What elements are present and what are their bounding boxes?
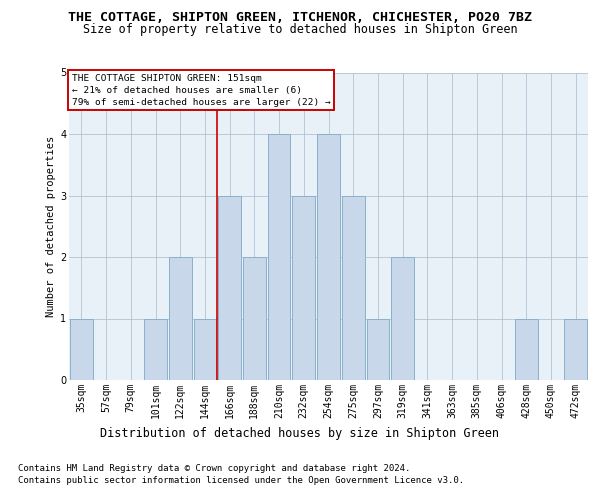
Text: Size of property relative to detached houses in Shipton Green: Size of property relative to detached ho…	[83, 23, 517, 36]
Bar	[70, 318, 93, 380]
Bar	[317, 134, 340, 380]
Text: THE COTTAGE SHIPTON GREEN: 151sqm
← 21% of detached houses are smaller (6)
79% o: THE COTTAGE SHIPTON GREEN: 151sqm ← 21% …	[71, 74, 331, 106]
Text: Contains public sector information licensed under the Open Government Licence v3: Contains public sector information licen…	[18, 476, 464, 485]
Bar	[342, 196, 365, 380]
Bar	[169, 257, 191, 380]
Bar	[194, 318, 216, 380]
Bar	[391, 257, 414, 380]
Bar	[243, 257, 266, 380]
Bar	[268, 134, 290, 380]
Bar	[218, 196, 241, 380]
Bar	[292, 196, 315, 380]
Text: Contains HM Land Registry data © Crown copyright and database right 2024.: Contains HM Land Registry data © Crown c…	[18, 464, 410, 473]
Text: THE COTTAGE, SHIPTON GREEN, ITCHENOR, CHICHESTER, PO20 7BZ: THE COTTAGE, SHIPTON GREEN, ITCHENOR, CH…	[68, 11, 532, 24]
Bar	[144, 318, 167, 380]
Text: Distribution of detached houses by size in Shipton Green: Distribution of detached houses by size …	[101, 428, 499, 440]
Y-axis label: Number of detached properties: Number of detached properties	[46, 136, 56, 317]
Bar	[564, 318, 587, 380]
Bar	[367, 318, 389, 380]
Bar	[515, 318, 538, 380]
